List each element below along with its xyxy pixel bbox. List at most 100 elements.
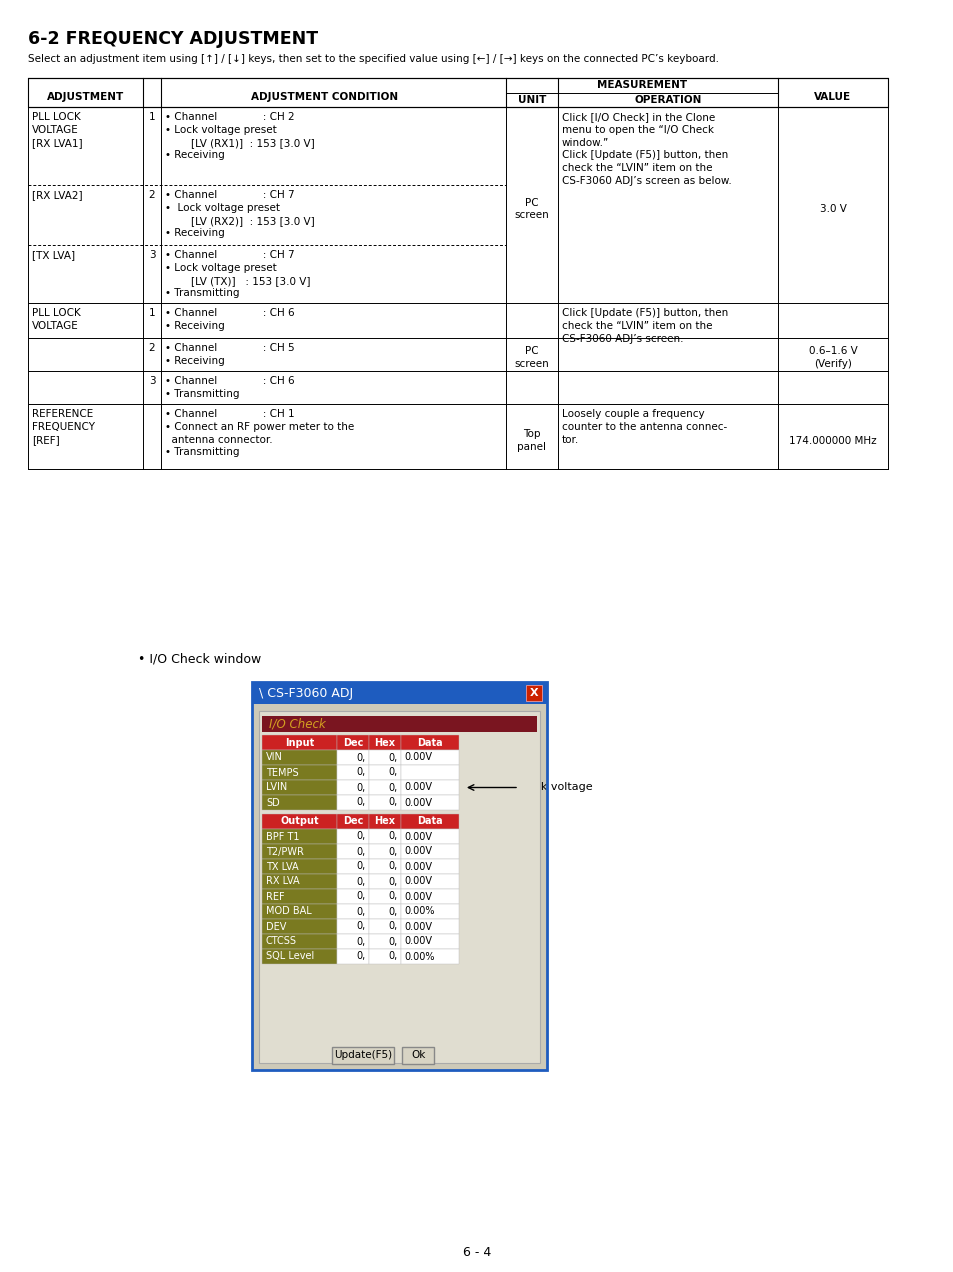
- Text: 0,: 0,: [356, 782, 366, 792]
- Bar: [262, 780, 336, 795]
- Bar: [252, 682, 546, 703]
- Bar: [252, 682, 546, 1070]
- Text: Hex: Hex: [375, 817, 395, 827]
- Text: 0,: 0,: [388, 951, 397, 962]
- Text: 0.00V: 0.00V: [403, 936, 432, 946]
- Bar: [262, 814, 336, 829]
- Text: MEASUREMENT: MEASUREMENT: [597, 80, 686, 90]
- Text: 0,: 0,: [388, 907, 397, 917]
- Text: 0,: 0,: [356, 861, 366, 871]
- Bar: [369, 829, 400, 845]
- Text: SD: SD: [266, 798, 279, 808]
- Text: [TX LVA]: [TX LVA]: [32, 251, 75, 259]
- Text: 0,: 0,: [388, 798, 397, 808]
- Bar: [369, 795, 400, 810]
- Text: 0,: 0,: [356, 753, 366, 762]
- Bar: [369, 764, 400, 780]
- Bar: [400, 874, 458, 889]
- Bar: [333, 1047, 395, 1063]
- Bar: [400, 829, 458, 845]
- Bar: [369, 750, 400, 764]
- Bar: [336, 859, 369, 874]
- Bar: [369, 949, 400, 964]
- Text: 0,: 0,: [356, 921, 366, 931]
- Text: 1: 1: [149, 308, 155, 318]
- Text: Output: Output: [280, 817, 318, 827]
- Bar: [336, 829, 369, 845]
- Bar: [400, 934, 458, 949]
- Bar: [400, 750, 458, 764]
- Text: 2: 2: [149, 343, 155, 354]
- Text: 0.6–1.6 V
(Verify): 0.6–1.6 V (Verify): [808, 346, 857, 369]
- Bar: [262, 934, 336, 949]
- Text: • Channel              : CH 2
• Lock voltage preset
        [LV (RX1)]  : 153 [3: • Channel : CH 2 • Lock voltage preset […: [165, 112, 314, 160]
- Text: 0,: 0,: [356, 798, 366, 808]
- Text: 0.00V: 0.00V: [403, 861, 432, 871]
- Bar: [369, 874, 400, 889]
- Text: [RX LVA2]: [RX LVA2]: [32, 190, 83, 200]
- Text: 0.00V: 0.00V: [403, 753, 432, 762]
- Text: 1: 1: [149, 112, 155, 122]
- Text: Top
panel: Top panel: [517, 429, 546, 452]
- Bar: [336, 889, 369, 904]
- Text: PC
screen: PC screen: [514, 346, 549, 369]
- Text: Loosely couple a frequency
counter to the antenna connec-
tor.: Loosely couple a frequency counter to th…: [561, 410, 726, 445]
- Text: SQL Level: SQL Level: [266, 951, 314, 962]
- Bar: [369, 814, 400, 829]
- Bar: [400, 949, 458, 964]
- Bar: [336, 750, 369, 764]
- Bar: [262, 735, 336, 750]
- Text: VALUE: VALUE: [814, 92, 851, 102]
- Text: 0.00V: 0.00V: [403, 832, 432, 842]
- Text: 0,: 0,: [388, 921, 397, 931]
- Text: • Channel              : CH 6
• Receiving: • Channel : CH 6 • Receiving: [165, 308, 294, 331]
- Text: 174.000000 MHz: 174.000000 MHz: [788, 435, 876, 445]
- Text: 0.00V: 0.00V: [403, 892, 432, 902]
- Bar: [400, 764, 458, 780]
- Bar: [400, 918, 458, 934]
- Bar: [262, 949, 336, 964]
- Text: 0,: 0,: [356, 846, 366, 856]
- Text: OPERATION: OPERATION: [634, 95, 701, 106]
- Bar: [400, 904, 458, 918]
- Bar: [262, 716, 537, 731]
- Bar: [262, 764, 336, 780]
- Bar: [369, 904, 400, 918]
- Text: 2: 2: [149, 190, 155, 200]
- Text: LVIN: LVIN: [266, 782, 287, 792]
- Bar: [369, 845, 400, 859]
- Bar: [369, 934, 400, 949]
- Text: 0,: 0,: [356, 892, 366, 902]
- Bar: [369, 918, 400, 934]
- Text: PLL LOCK
VOLTAGE: PLL LOCK VOLTAGE: [32, 308, 81, 331]
- Text: Ok: Ok: [411, 1051, 425, 1061]
- Bar: [336, 780, 369, 795]
- Text: Data: Data: [416, 738, 442, 748]
- Text: • I/O Check window: • I/O Check window: [138, 653, 261, 665]
- Bar: [262, 918, 336, 934]
- Text: 0,: 0,: [388, 936, 397, 946]
- Text: 0.00%: 0.00%: [403, 907, 434, 917]
- Bar: [262, 750, 336, 764]
- Text: ADJUSTMENT CONDITION: ADJUSTMENT CONDITION: [251, 92, 397, 102]
- Bar: [369, 889, 400, 904]
- Text: Select an adjustment item using [↑] / [↓] keys, then set to the specified value : Select an adjustment item using [↑] / [↓…: [28, 53, 719, 64]
- Text: REF: REF: [266, 892, 284, 902]
- Text: 0,: 0,: [388, 892, 397, 902]
- Text: 0,: 0,: [388, 767, 397, 777]
- Text: Update(F5): Update(F5): [335, 1051, 392, 1061]
- Text: 0,: 0,: [388, 861, 397, 871]
- Bar: [262, 845, 336, 859]
- Text: UNIT: UNIT: [517, 95, 546, 106]
- Text: \ CS-F3060 ADJ: \ CS-F3060 ADJ: [258, 687, 353, 700]
- Text: 0,: 0,: [388, 846, 397, 856]
- Text: 0.00V: 0.00V: [403, 921, 432, 931]
- Text: PLL LOCK
VOLTAGE
[RX LVA1]: PLL LOCK VOLTAGE [RX LVA1]: [32, 112, 83, 148]
- Text: 0,: 0,: [356, 951, 366, 962]
- Bar: [400, 889, 458, 904]
- Text: 0.00V: 0.00V: [403, 798, 432, 808]
- Bar: [400, 814, 458, 829]
- Text: DEV: DEV: [266, 921, 286, 931]
- Bar: [336, 949, 369, 964]
- Text: • Channel              : CH 6
• Transmitting: • Channel : CH 6 • Transmitting: [165, 377, 294, 399]
